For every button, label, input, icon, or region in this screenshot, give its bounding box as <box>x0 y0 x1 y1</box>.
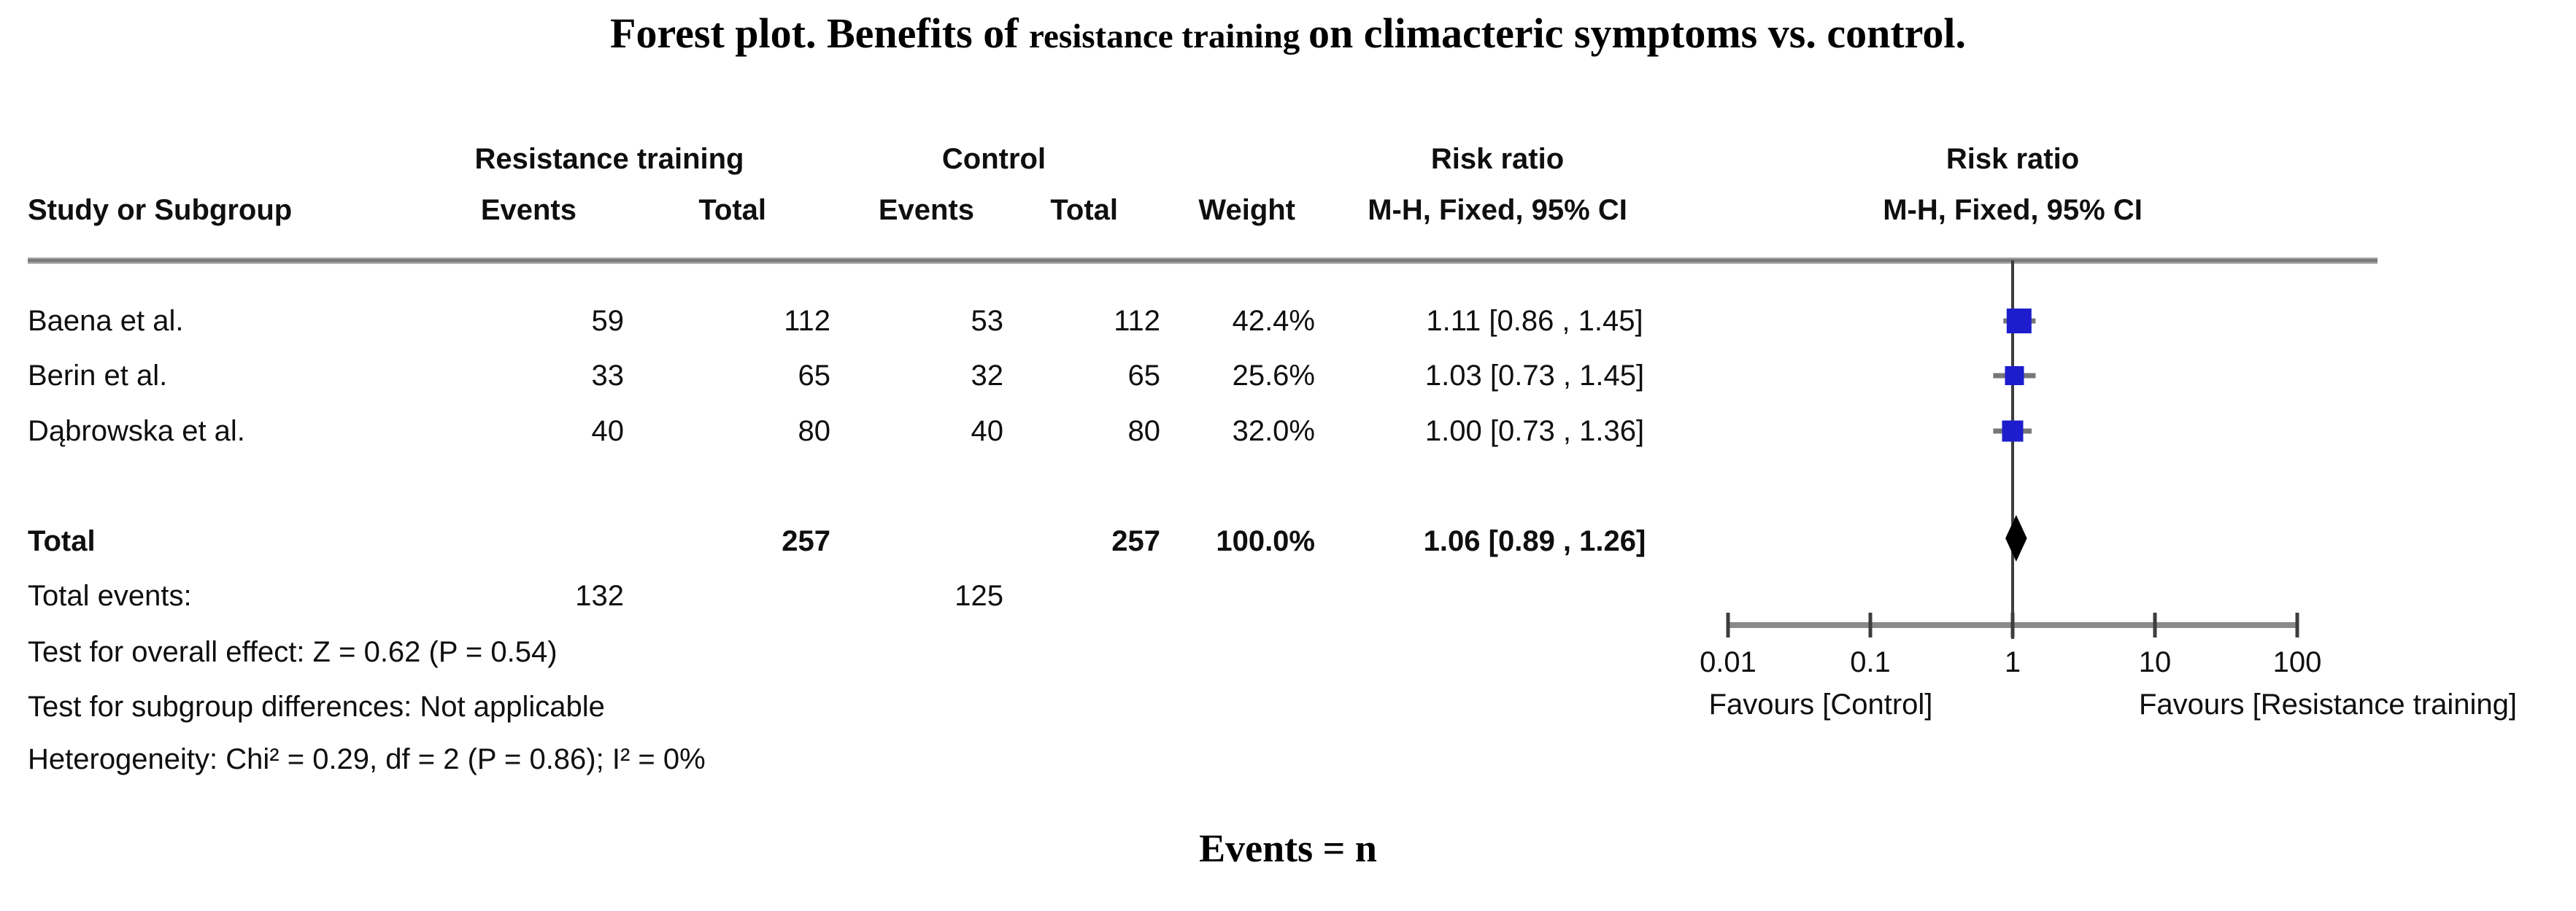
footnote-subgroup-differences: Test for subgroup differences: Not appli… <box>28 691 605 723</box>
favours-right-label: Favours [Resistance training] <box>2138 689 2517 721</box>
axis-tick-label: 1 <box>2004 646 2021 678</box>
column-header-ci-text: M-H, Fixed, 95% CI <box>1368 194 1627 226</box>
effect-square <box>2006 309 2032 333</box>
control-total: 65 <box>1127 360 1161 392</box>
weight-value: 32.0% <box>1232 415 1315 447</box>
control-events: 53 <box>971 305 1004 337</box>
risk-ratio-value: 1.03 [0.73 , 1.45] <box>1424 360 1645 392</box>
treatment-events: 59 <box>591 305 625 337</box>
figure-title-part1: Forest plot. Benefits of <box>610 9 1030 57</box>
total-weight: 100.0% <box>1216 525 1315 557</box>
weight-value: 42.4% <box>1232 305 1315 337</box>
axis-tick-label: 0.1 <box>1850 646 1891 678</box>
total-events-control: 125 <box>955 580 1003 612</box>
column-header-events-control: Events <box>878 194 974 226</box>
risk-ratio-value: 1.11 [0.86 , 1.45] <box>1426 305 1643 337</box>
column-header-study: Study or Subgroup <box>28 194 293 226</box>
column-header-weight: Weight <box>1198 194 1295 226</box>
axis-tick-label: 100 <box>2272 646 2322 678</box>
footnote-heterogeneity: Heterogeneity: Chi² = 0.29, df = 2 (P = … <box>28 743 706 775</box>
footnote-overall-effect: Test for overall effect: Z = 0.62 (P = 0… <box>28 636 558 668</box>
axis-tick-label: 10 <box>2138 646 2172 678</box>
group-header-risk-ratio-text: Risk ratio <box>1430 143 1565 175</box>
study-name: Dąbrowska et al. <box>28 415 245 447</box>
column-header-total-treatment: Total <box>698 194 766 226</box>
figure-title: Forest plot. Benefits of resistance trai… <box>0 4 2576 66</box>
study-name: Baena et al. <box>28 305 184 337</box>
treatment-events: 40 <box>591 415 625 447</box>
axis-tick-label: 0.01 <box>1700 646 1756 678</box>
column-header-events-treatment: Events <box>480 194 576 226</box>
risk-ratio-value: 1.00 [0.73 , 1.36] <box>1424 415 1645 447</box>
control-total: 80 <box>1127 415 1161 447</box>
control-events: 32 <box>971 360 1004 392</box>
treatment-total: 65 <box>798 360 831 392</box>
effect-square <box>2005 366 2024 385</box>
treatment-total: 80 <box>798 415 831 447</box>
total-risk-ratio: 1.06 [0.89 , 1.26] <box>1423 525 1646 557</box>
total-treatment-n: 257 <box>782 525 830 557</box>
favours-left-label: Favours [Control] <box>1708 689 1933 721</box>
column-header-total-control: Total <box>1050 194 1118 226</box>
weight-value: 25.6% <box>1232 360 1315 392</box>
figure-title-part3: on climacteric symptoms vs. control. <box>1308 9 1966 57</box>
header-divider-rule <box>28 257 2378 264</box>
effect-square <box>2002 420 2024 442</box>
group-header-control: Control <box>941 143 1046 175</box>
figure-footnote-events: Events = n <box>1199 826 1377 870</box>
control-total: 112 <box>1114 305 1160 337</box>
treatment-events: 33 <box>591 360 625 392</box>
column-header-ci-plot: M-H, Fixed, 95% CI <box>1883 194 2143 226</box>
figure-title-part2: resistance training <box>1029 18 1308 55</box>
study-name: Berin et al. <box>28 360 168 392</box>
pooled-effect-diamond <box>2005 515 2027 562</box>
treatment-total: 112 <box>784 305 830 337</box>
control-events: 40 <box>971 415 1004 447</box>
total-control-n: 257 <box>1111 525 1160 557</box>
total-events-treatment: 132 <box>575 580 624 612</box>
group-header-risk-ratio-plot: Risk ratio <box>1946 143 2080 175</box>
total-events-label: Total events: <box>28 580 192 612</box>
group-header-treatment: Resistance training <box>474 143 744 175</box>
total-label: Total <box>28 525 96 557</box>
